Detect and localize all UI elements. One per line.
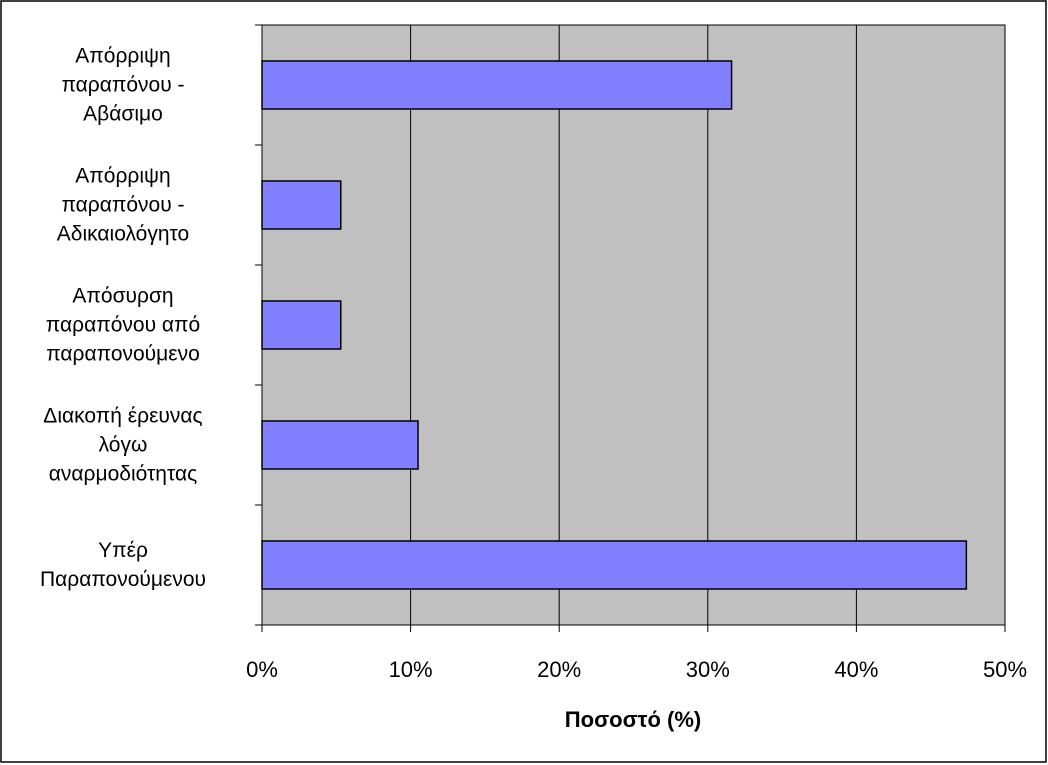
x-tick-label: 10% xyxy=(389,657,433,682)
y-tick-label: Υπέρ Παραπονούμενου xyxy=(39,539,207,591)
x-tick-label: 20% xyxy=(537,657,581,682)
bar xyxy=(261,180,342,230)
y-tick-label: Απόρριψη παραπόνου - Αβάσιμο xyxy=(61,44,185,126)
plot-area xyxy=(261,24,1006,626)
bar xyxy=(261,60,733,110)
bar xyxy=(261,300,342,350)
bar xyxy=(261,540,968,590)
bar xyxy=(261,420,419,470)
x-axis-title: Ποσοστό (%) xyxy=(565,707,701,732)
x-tick-label: 50% xyxy=(983,657,1027,682)
y-tick-label: Απόσυρση παραπόνου από παραπονούμενο xyxy=(45,284,201,366)
y-tick-label: Απόρριψη παραπόνου - Αδικαιολόγητο xyxy=(56,164,190,246)
x-tick-label: 30% xyxy=(686,657,730,682)
x-tick-label: 40% xyxy=(834,657,878,682)
x-tick-label: 0% xyxy=(246,657,278,682)
y-tick-label: Διακοπή έρευνας λόγω αναρμοδιότητας xyxy=(43,404,203,486)
